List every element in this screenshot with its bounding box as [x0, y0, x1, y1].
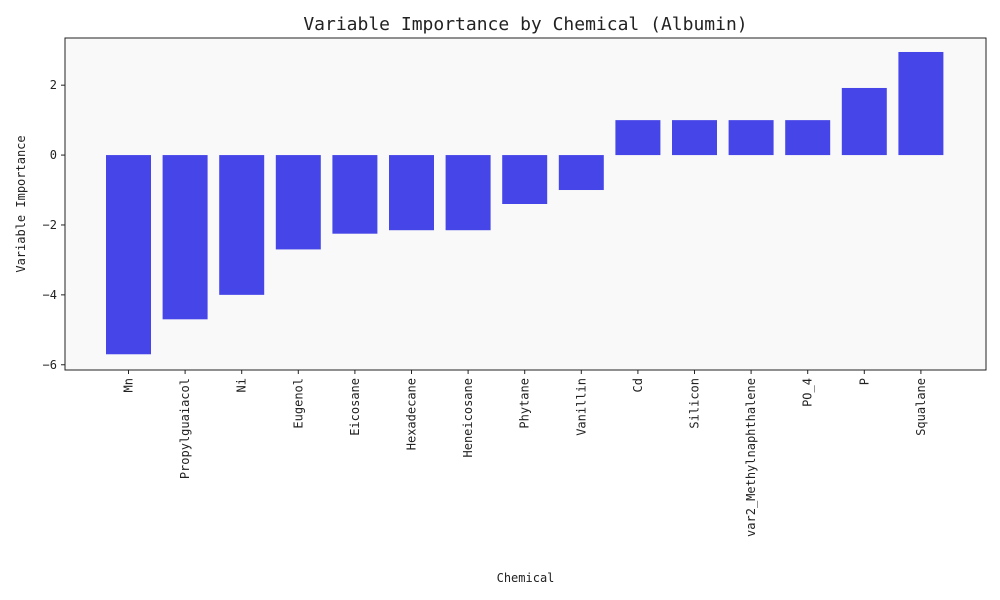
x-tick-label: Cd	[631, 378, 645, 392]
plot-frame	[64, 37, 987, 371]
bar-hexadecane	[389, 155, 434, 231]
y-axis-label: Variable Importance	[14, 135, 28, 272]
bar-propylguaiacol	[162, 155, 208, 320]
x-tick-label: Phytane	[518, 378, 532, 429]
y-tick-label: 0	[50, 148, 57, 162]
x-tick-label: Eugenol	[291, 378, 305, 429]
x-tick-label: PO_4	[801, 378, 815, 407]
y-tick-label: −2	[43, 218, 57, 232]
bar-heneicosane	[445, 155, 491, 231]
bar-mn	[106, 155, 151, 355]
bar-po-4	[785, 120, 831, 156]
x-tick-label: Silicon	[688, 378, 702, 429]
bar-squalane	[898, 51, 944, 156]
x-tick-label: Ni	[235, 378, 249, 392]
bar-var2-methylnaphthalene	[728, 120, 774, 156]
bar-ni	[219, 155, 265, 295]
x-axis-label: Chemical	[497, 571, 555, 585]
x-tick-label: Squalane	[914, 378, 928, 436]
x-tick-label: Vanillin	[574, 378, 588, 436]
x-tick-label: Eicosane	[348, 378, 362, 436]
y-tick-label: −6	[43, 358, 57, 372]
y-ticks-group: −6 −4 −2 0 2	[43, 78, 65, 372]
bar-p	[841, 87, 887, 156]
chart-title: Variable Importance by Chemical (Albumin…	[303, 14, 747, 35]
x-tick-label: var2_Methylnaphthalene	[744, 378, 758, 537]
bar-eugenol	[275, 155, 321, 250]
bar-vanillin	[558, 155, 604, 191]
bar-cd	[615, 120, 661, 156]
x-tick-label: Heneicosane	[461, 378, 475, 457]
bars-group	[106, 51, 944, 355]
x-tick-label: Propylguaiacol	[178, 378, 192, 479]
y-tick-label: 2	[50, 78, 57, 92]
x-tick-label: P	[857, 378, 871, 385]
x-tick-label: Mn	[122, 378, 136, 392]
bar-phytane	[502, 155, 548, 204]
bar-eicosane	[332, 155, 378, 234]
y-tick-label: −4	[43, 288, 57, 302]
x-ticks-group: Mn Propylguaiacol Ni Eugenol Eicosane Hexadec…	[122, 370, 928, 537]
bar-silicon	[672, 120, 717, 156]
x-tick-label: Hexadecane	[405, 378, 419, 450]
